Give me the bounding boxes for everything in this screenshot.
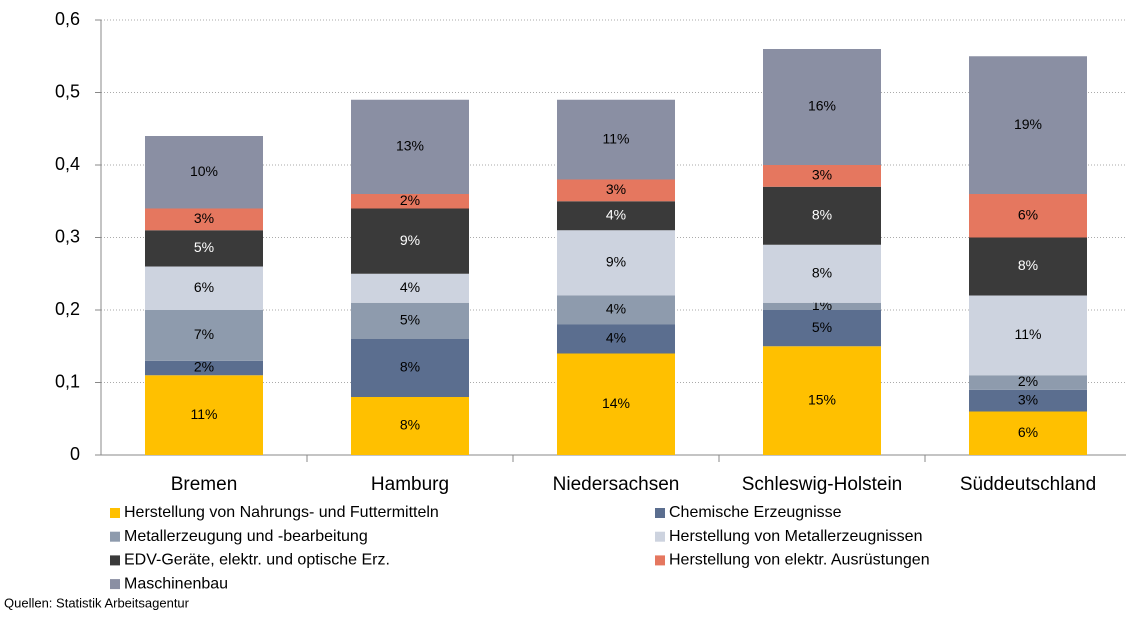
value-label: 9% — [400, 232, 420, 248]
bar-segment — [145, 208, 263, 231]
y-tick-label: 0,5 — [55, 81, 80, 101]
value-label: 4% — [606, 206, 626, 222]
legend-swatch — [110, 579, 120, 590]
x-tick-label: Hamburg — [371, 474, 449, 495]
bar-segment — [351, 302, 469, 339]
value-label: 8% — [1018, 257, 1038, 273]
bar-segment — [557, 99, 675, 180]
bar-segment — [557, 179, 675, 202]
bar-segment — [969, 56, 1087, 194]
bar-segment — [351, 208, 469, 274]
value-label: 4% — [606, 301, 626, 317]
legend-swatch — [110, 555, 120, 566]
value-label: 6% — [194, 279, 214, 295]
value-label: 3% — [1018, 391, 1038, 407]
value-label: 2% — [194, 359, 214, 375]
bar-segment — [763, 302, 881, 310]
value-label: 15% — [808, 391, 836, 407]
value-label: 14% — [602, 395, 630, 411]
y-tick-label: 0 — [70, 444, 80, 464]
value-label: 10% — [190, 163, 218, 179]
bar-segment — [145, 266, 263, 310]
bar-segment — [763, 244, 881, 303]
value-label: 3% — [812, 167, 832, 183]
value-label: 11% — [191, 406, 218, 422]
value-label: 16% — [808, 98, 836, 114]
source-note: Quellen: Statistik Arbeitsagentur — [4, 595, 190, 610]
legend-label: Herstellung von Nahrungs- und Futtermitt… — [124, 504, 439, 521]
value-label: 5% — [400, 312, 420, 328]
x-tick-label: Süddeutschland — [960, 474, 1096, 495]
bar-segment — [351, 273, 469, 303]
value-label: 9% — [606, 254, 626, 270]
value-label: 6% — [1018, 424, 1038, 440]
bar-segment — [969, 389, 1087, 412]
value-label: 11% — [603, 130, 630, 146]
bar-segment — [351, 339, 469, 397]
legend-swatch — [110, 508, 120, 518]
legend-swatch — [655, 508, 665, 518]
value-label: 19% — [1014, 116, 1042, 132]
value-label: 3% — [606, 181, 626, 197]
bar-segment — [763, 310, 881, 347]
value-label: 2% — [400, 192, 420, 208]
legend-label: Maschinenbau — [124, 575, 228, 592]
legend-label: Herstellung von Metallerzeugnissen — [669, 528, 922, 545]
bar-segment — [145, 375, 263, 455]
legend-label: Metallerzeugung und -bearbeitung — [124, 528, 368, 545]
y-tick-label: 0,3 — [55, 226, 80, 246]
bar-segment — [969, 375, 1087, 390]
legend-swatch — [110, 531, 120, 542]
bar-segment — [557, 324, 675, 354]
bar-segment — [145, 136, 263, 209]
bar-segment — [557, 201, 675, 231]
y-tick-label: 0,6 — [55, 9, 80, 29]
value-label: 5% — [194, 239, 214, 255]
x-tick-label: Schleswig-Holstein — [742, 474, 903, 495]
value-label: 11% — [1015, 326, 1042, 342]
legend-swatch — [655, 555, 665, 566]
y-tick-label: 0,2 — [55, 299, 80, 319]
legend-label: Herstellung von elektr. Ausrüstungen — [669, 552, 930, 569]
value-label: 8% — [812, 206, 832, 222]
bar-segment — [763, 165, 881, 187]
bar-segment — [557, 230, 675, 296]
value-label: 8% — [400, 359, 420, 375]
bar-segment — [969, 237, 1087, 296]
bar-segment — [145, 230, 263, 267]
bar-segment — [351, 194, 469, 209]
value-label: 8% — [400, 417, 420, 433]
legend-label: EDV-Geräte, elektr. und optische Erz. — [124, 552, 390, 569]
bar-segment — [145, 310, 263, 361]
value-label: 2% — [1018, 373, 1038, 389]
legend-label: Chemische Erzeugnisse — [669, 504, 842, 521]
value-label: 4% — [400, 279, 420, 295]
value-label: 3% — [194, 210, 214, 226]
bar-segment — [969, 194, 1087, 238]
value-label: 4% — [606, 330, 626, 346]
bar-segment — [763, 346, 881, 455]
value-label: 8% — [812, 264, 832, 280]
value-label: 5% — [812, 319, 832, 335]
bar-segment — [351, 397, 469, 455]
bar-segment — [351, 99, 469, 194]
x-tick-label: Bremen — [171, 474, 238, 495]
bar-segment — [763, 186, 881, 245]
value-label: 13% — [396, 138, 424, 154]
y-tick-label: 0,1 — [55, 371, 80, 391]
value-label: 6% — [1018, 206, 1038, 222]
value-label: 7% — [194, 326, 214, 342]
bar-segment — [145, 360, 263, 376]
legend-swatch — [655, 531, 665, 542]
bar-segment — [557, 295, 675, 325]
bar-segment — [763, 49, 881, 165]
bar-segment — [969, 411, 1087, 455]
bar-segment — [557, 353, 675, 455]
x-tick-label: Niedersachsen — [553, 474, 680, 495]
bar-segment — [969, 295, 1087, 376]
y-tick-label: 0,4 — [55, 154, 80, 174]
